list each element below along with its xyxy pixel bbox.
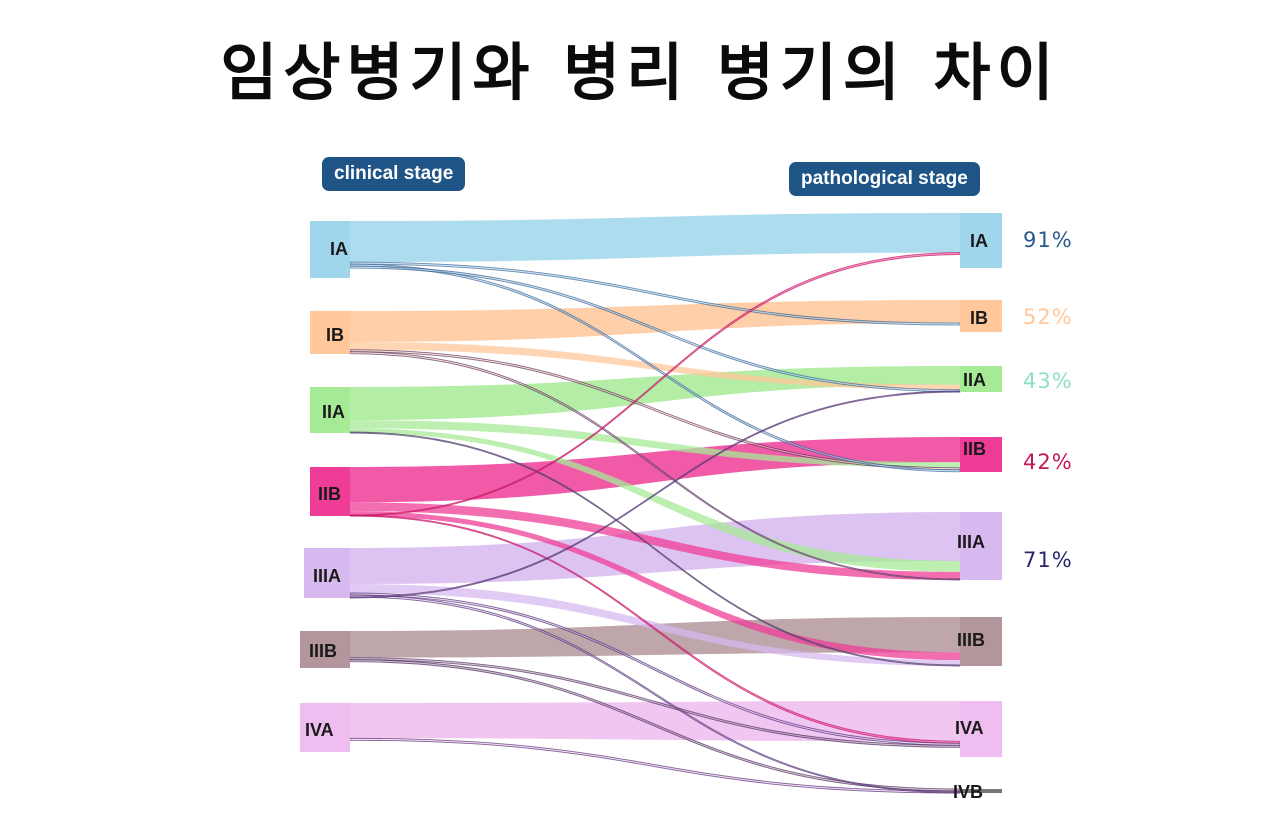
clinical-node-ib bbox=[310, 311, 350, 354]
pathological-node-ia bbox=[960, 213, 1002, 268]
clinical-label-ib: IB bbox=[326, 325, 344, 345]
flows-layer bbox=[349, 213, 961, 794]
nodes-layer bbox=[300, 213, 1002, 793]
pathological-label-iva: IVA bbox=[955, 718, 984, 738]
pathological-label-iiia: IIIA bbox=[957, 532, 985, 552]
clinical-label-ia: IA bbox=[330, 239, 348, 259]
flow-ia-to-ia bbox=[350, 213, 960, 263]
concordance-iib: 42% bbox=[1023, 450, 1073, 474]
clinical-node-iia bbox=[310, 387, 350, 433]
concordance-iia: 43% bbox=[1023, 369, 1073, 393]
clinical-label-iiia: IIIA bbox=[313, 566, 341, 586]
clinical-node-iiib bbox=[300, 631, 350, 668]
concordance-ib: 52% bbox=[1023, 305, 1073, 329]
pathological-label-iia: IIA bbox=[963, 370, 986, 390]
pathological-node-iva bbox=[960, 701, 1002, 757]
pathological-label-iiib: IIIB bbox=[957, 630, 985, 650]
flow-iiib-to-iiib bbox=[350, 617, 960, 658]
flow-iia-to-iib bbox=[350, 420, 960, 468]
clinical-node-iiia bbox=[304, 548, 350, 598]
pathological-node-iib bbox=[960, 437, 1002, 472]
labels-layer: IA IB IIA IIB IIIA IIIB IVA IA IB IIA IIB IIIA IIIB I… bbox=[305, 228, 1073, 802]
pathological-node-iia bbox=[960, 366, 1002, 392]
flow-iiia-to-iiib bbox=[350, 584, 960, 666]
pathological-label-ivb: IVB bbox=[953, 782, 983, 802]
clinical-label-iiib: IIIB bbox=[309, 641, 337, 661]
clinical-node-ia bbox=[310, 221, 350, 278]
clinical-stage-header: clinical stage bbox=[322, 157, 466, 191]
pathological-label-ib: IB bbox=[970, 308, 988, 328]
pathological-node-ivb bbox=[960, 789, 1002, 793]
flow-iib-to-iiia bbox=[350, 502, 960, 580]
flow-iia-to-iiia bbox=[350, 428, 960, 572]
clinical-node-iib bbox=[310, 467, 350, 516]
concordance-ia: 91% bbox=[1023, 228, 1073, 252]
clinical-label-iva: IVA bbox=[305, 720, 334, 740]
pathological-node-iiia bbox=[960, 512, 1002, 580]
pathological-stage-header: pathological stage bbox=[789, 162, 980, 196]
clinical-label-iia: IIA bbox=[322, 402, 345, 422]
pathological-node-iiib bbox=[960, 617, 1002, 666]
flow-iia-to-iia bbox=[350, 366, 960, 421]
clinical-node-iva bbox=[300, 703, 350, 752]
pathological-label-iib: IIB bbox=[963, 439, 986, 459]
flow-iib-to-iiib bbox=[350, 511, 960, 661]
flow-ib-to-iia bbox=[350, 341, 960, 390]
pathological-node-ib bbox=[960, 300, 1002, 332]
concordance-iiia: 71% bbox=[1023, 548, 1073, 572]
flow-ib-to-ib bbox=[350, 300, 960, 342]
flow-iib-to-iib bbox=[350, 437, 960, 503]
flow-iva-to-iva bbox=[350, 701, 960, 742]
clinical-label-iib: IIB bbox=[318, 484, 341, 504]
pathological-label-ia: IA bbox=[970, 231, 988, 251]
slide-title: 임상병기와 병리 병기의 차이 bbox=[220, 36, 1060, 109]
